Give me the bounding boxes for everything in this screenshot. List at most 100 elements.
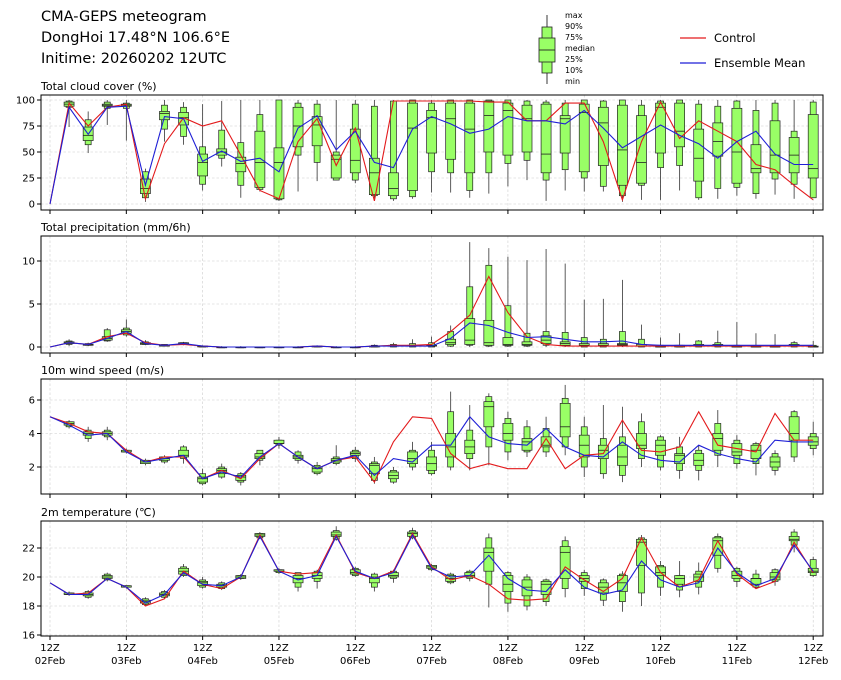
box-25-75 <box>807 114 819 179</box>
box-10-90 <box>504 305 512 347</box>
panel-title: Total precipitation (mm/6h) <box>40 221 191 234</box>
box-step-9 <box>216 101 228 167</box>
box-step-21 <box>445 391 457 471</box>
box-step-27 <box>559 384 571 456</box>
box-25-75 <box>597 444 609 459</box>
x-tick-label-time: 12Z <box>269 643 289 654</box>
box-step-31 <box>636 100 647 200</box>
box-25-75 <box>559 115 571 154</box>
y-tick-label: 0 <box>29 200 35 211</box>
legend-box-label: 10% <box>565 66 583 75</box>
box-step-33 <box>674 99 685 191</box>
box-25-75 <box>788 536 800 542</box>
box-10-90 <box>218 129 226 159</box>
box-step-26 <box>540 248 552 347</box>
x-tick-label-date: 05Feb <box>264 656 294 667</box>
box-step-37 <box>750 100 762 199</box>
legend-box-label: 75% <box>565 33 583 42</box>
box-10-90 <box>466 286 474 346</box>
x-tick-label-time: 12Z <box>345 643 365 654</box>
panel-title: 10m wind speed (m/s) <box>41 364 164 377</box>
x-tick-label-date: 08Feb <box>493 656 523 667</box>
box-step-27 <box>559 263 571 347</box>
box-step-19 <box>407 99 418 199</box>
box-25-75 <box>369 576 380 584</box>
box-step-8 <box>197 577 208 589</box>
box-25-75 <box>769 120 781 174</box>
box-10-90 <box>523 332 531 347</box>
box-step-18 <box>388 467 399 484</box>
box-step-6 <box>159 100 170 142</box>
box-step-39 <box>788 100 800 199</box>
box-step-21 <box>445 572 457 585</box>
panel-precipitation: Total precipitation (mm/6h) 0 5 10 <box>22 221 824 357</box>
panel-title: Total cloud cover (%) <box>40 80 157 93</box>
legend-box-label: median <box>565 44 595 53</box>
box-step-25 <box>521 420 533 457</box>
x-tick-label-time: 12Z <box>651 643 671 654</box>
box-25-75 <box>521 104 533 153</box>
box-25-75 <box>159 111 170 121</box>
box-25-75 <box>674 575 685 585</box>
control-line <box>49 100 814 205</box>
box-25-75 <box>197 476 208 483</box>
chart-title: CMA-GEPS meteogram <box>41 9 207 25</box>
box-step-28 <box>578 99 590 192</box>
box-25-75 <box>292 106 304 148</box>
box-25-75 <box>502 575 514 592</box>
box-step-36 <box>731 435 743 469</box>
axes-frame <box>40 520 824 637</box>
box-step-24 <box>502 256 514 347</box>
box-25-75 <box>464 102 476 174</box>
box-step-3 <box>101 100 113 125</box>
box-25-75 <box>483 100 495 153</box>
box-25-75 <box>502 102 514 156</box>
box-25-75 <box>655 439 666 456</box>
box-step-38 <box>769 450 781 476</box>
box-step-24 <box>502 99 514 187</box>
box-step-29 <box>597 578 609 606</box>
ensemble-mean-line <box>49 322 814 348</box>
initime-label: Initime: 20260202 12UTC <box>41 51 227 67</box>
box-step-17 <box>369 456 380 484</box>
box-step-36 <box>731 566 743 588</box>
box-25-75 <box>674 453 685 465</box>
box-25-75 <box>674 102 685 148</box>
box-25-75 <box>788 416 800 441</box>
box-step-40 <box>807 100 819 199</box>
x-tick-label-date: 02Feb <box>35 656 65 667</box>
panel-wind-speed: 10m wind speed (m/s) 2 4 6 <box>29 364 824 498</box>
y-tick-label: 25 <box>22 174 35 185</box>
box-step-22 <box>464 242 476 347</box>
box-25-75 <box>311 466 323 473</box>
box-step-32 <box>655 100 666 200</box>
box-25-75 <box>521 579 533 597</box>
x-tick-label-date: 12Feb <box>798 656 828 667</box>
box-step-8 <box>197 104 208 191</box>
y-tick-label: 75 <box>22 122 35 133</box>
box-step-24 <box>502 411 514 461</box>
box-25-75 <box>521 341 533 346</box>
box-step-35 <box>712 330 724 348</box>
x-tick-label-date: 06Feb <box>340 656 370 667</box>
x-tick-label-time: 12Z <box>422 643 442 654</box>
box-25-75 <box>559 546 571 579</box>
box-25-75 <box>693 573 705 582</box>
legend-box-label: min <box>565 77 580 86</box>
box-step-17 <box>369 572 380 592</box>
box-25-75 <box>426 110 437 154</box>
box-25-75 <box>636 115 647 184</box>
box-25-75 <box>502 423 514 441</box>
box-step-35 <box>712 100 724 199</box>
box-step-22 <box>464 405 476 471</box>
panel-cloud-cover: Total cloud cover (%) 0 25 50 75 100 <box>16 80 824 214</box>
x-tick-label-time: 12Z <box>803 643 823 654</box>
box-25-75 <box>578 434 590 458</box>
box-25-75 <box>235 475 247 481</box>
box-25-75 <box>197 153 208 177</box>
box-step-23 <box>483 393 495 466</box>
box-step-33 <box>674 561 685 598</box>
box-step-14 <box>311 100 323 182</box>
box-25-75 <box>540 580 552 595</box>
